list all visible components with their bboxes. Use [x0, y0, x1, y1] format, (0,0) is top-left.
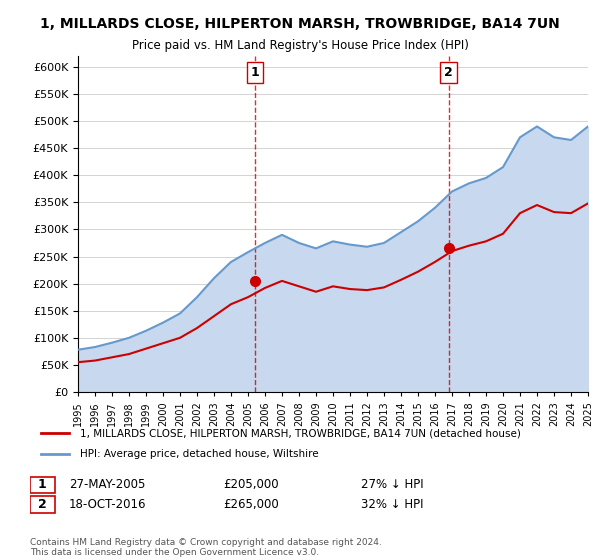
- Text: 1, MILLARDS CLOSE, HILPERTON MARSH, TROWBRIDGE, BA14 7UN: 1, MILLARDS CLOSE, HILPERTON MARSH, TROW…: [40, 17, 560, 31]
- FancyBboxPatch shape: [30, 477, 55, 493]
- Text: £265,000: £265,000: [223, 498, 279, 511]
- Text: 2: 2: [38, 498, 47, 511]
- FancyBboxPatch shape: [30, 496, 55, 513]
- Text: Contains HM Land Registry data © Crown copyright and database right 2024.
This d: Contains HM Land Registry data © Crown c…: [30, 538, 382, 557]
- Text: Price paid vs. HM Land Registry's House Price Index (HPI): Price paid vs. HM Land Registry's House …: [131, 39, 469, 52]
- Text: 1: 1: [38, 478, 47, 492]
- Text: 32% ↓ HPI: 32% ↓ HPI: [361, 498, 424, 511]
- Text: 1: 1: [250, 66, 259, 79]
- Text: 2: 2: [444, 66, 453, 79]
- Text: 27% ↓ HPI: 27% ↓ HPI: [361, 478, 424, 492]
- Text: 27-MAY-2005: 27-MAY-2005: [68, 478, 145, 492]
- Text: £205,000: £205,000: [223, 478, 279, 492]
- Text: 1, MILLARDS CLOSE, HILPERTON MARSH, TROWBRIDGE, BA14 7UN (detached house): 1, MILLARDS CLOSE, HILPERTON MARSH, TROW…: [80, 428, 521, 438]
- Text: HPI: Average price, detached house, Wiltshire: HPI: Average price, detached house, Wilt…: [80, 449, 319, 459]
- Text: 18-OCT-2016: 18-OCT-2016: [68, 498, 146, 511]
